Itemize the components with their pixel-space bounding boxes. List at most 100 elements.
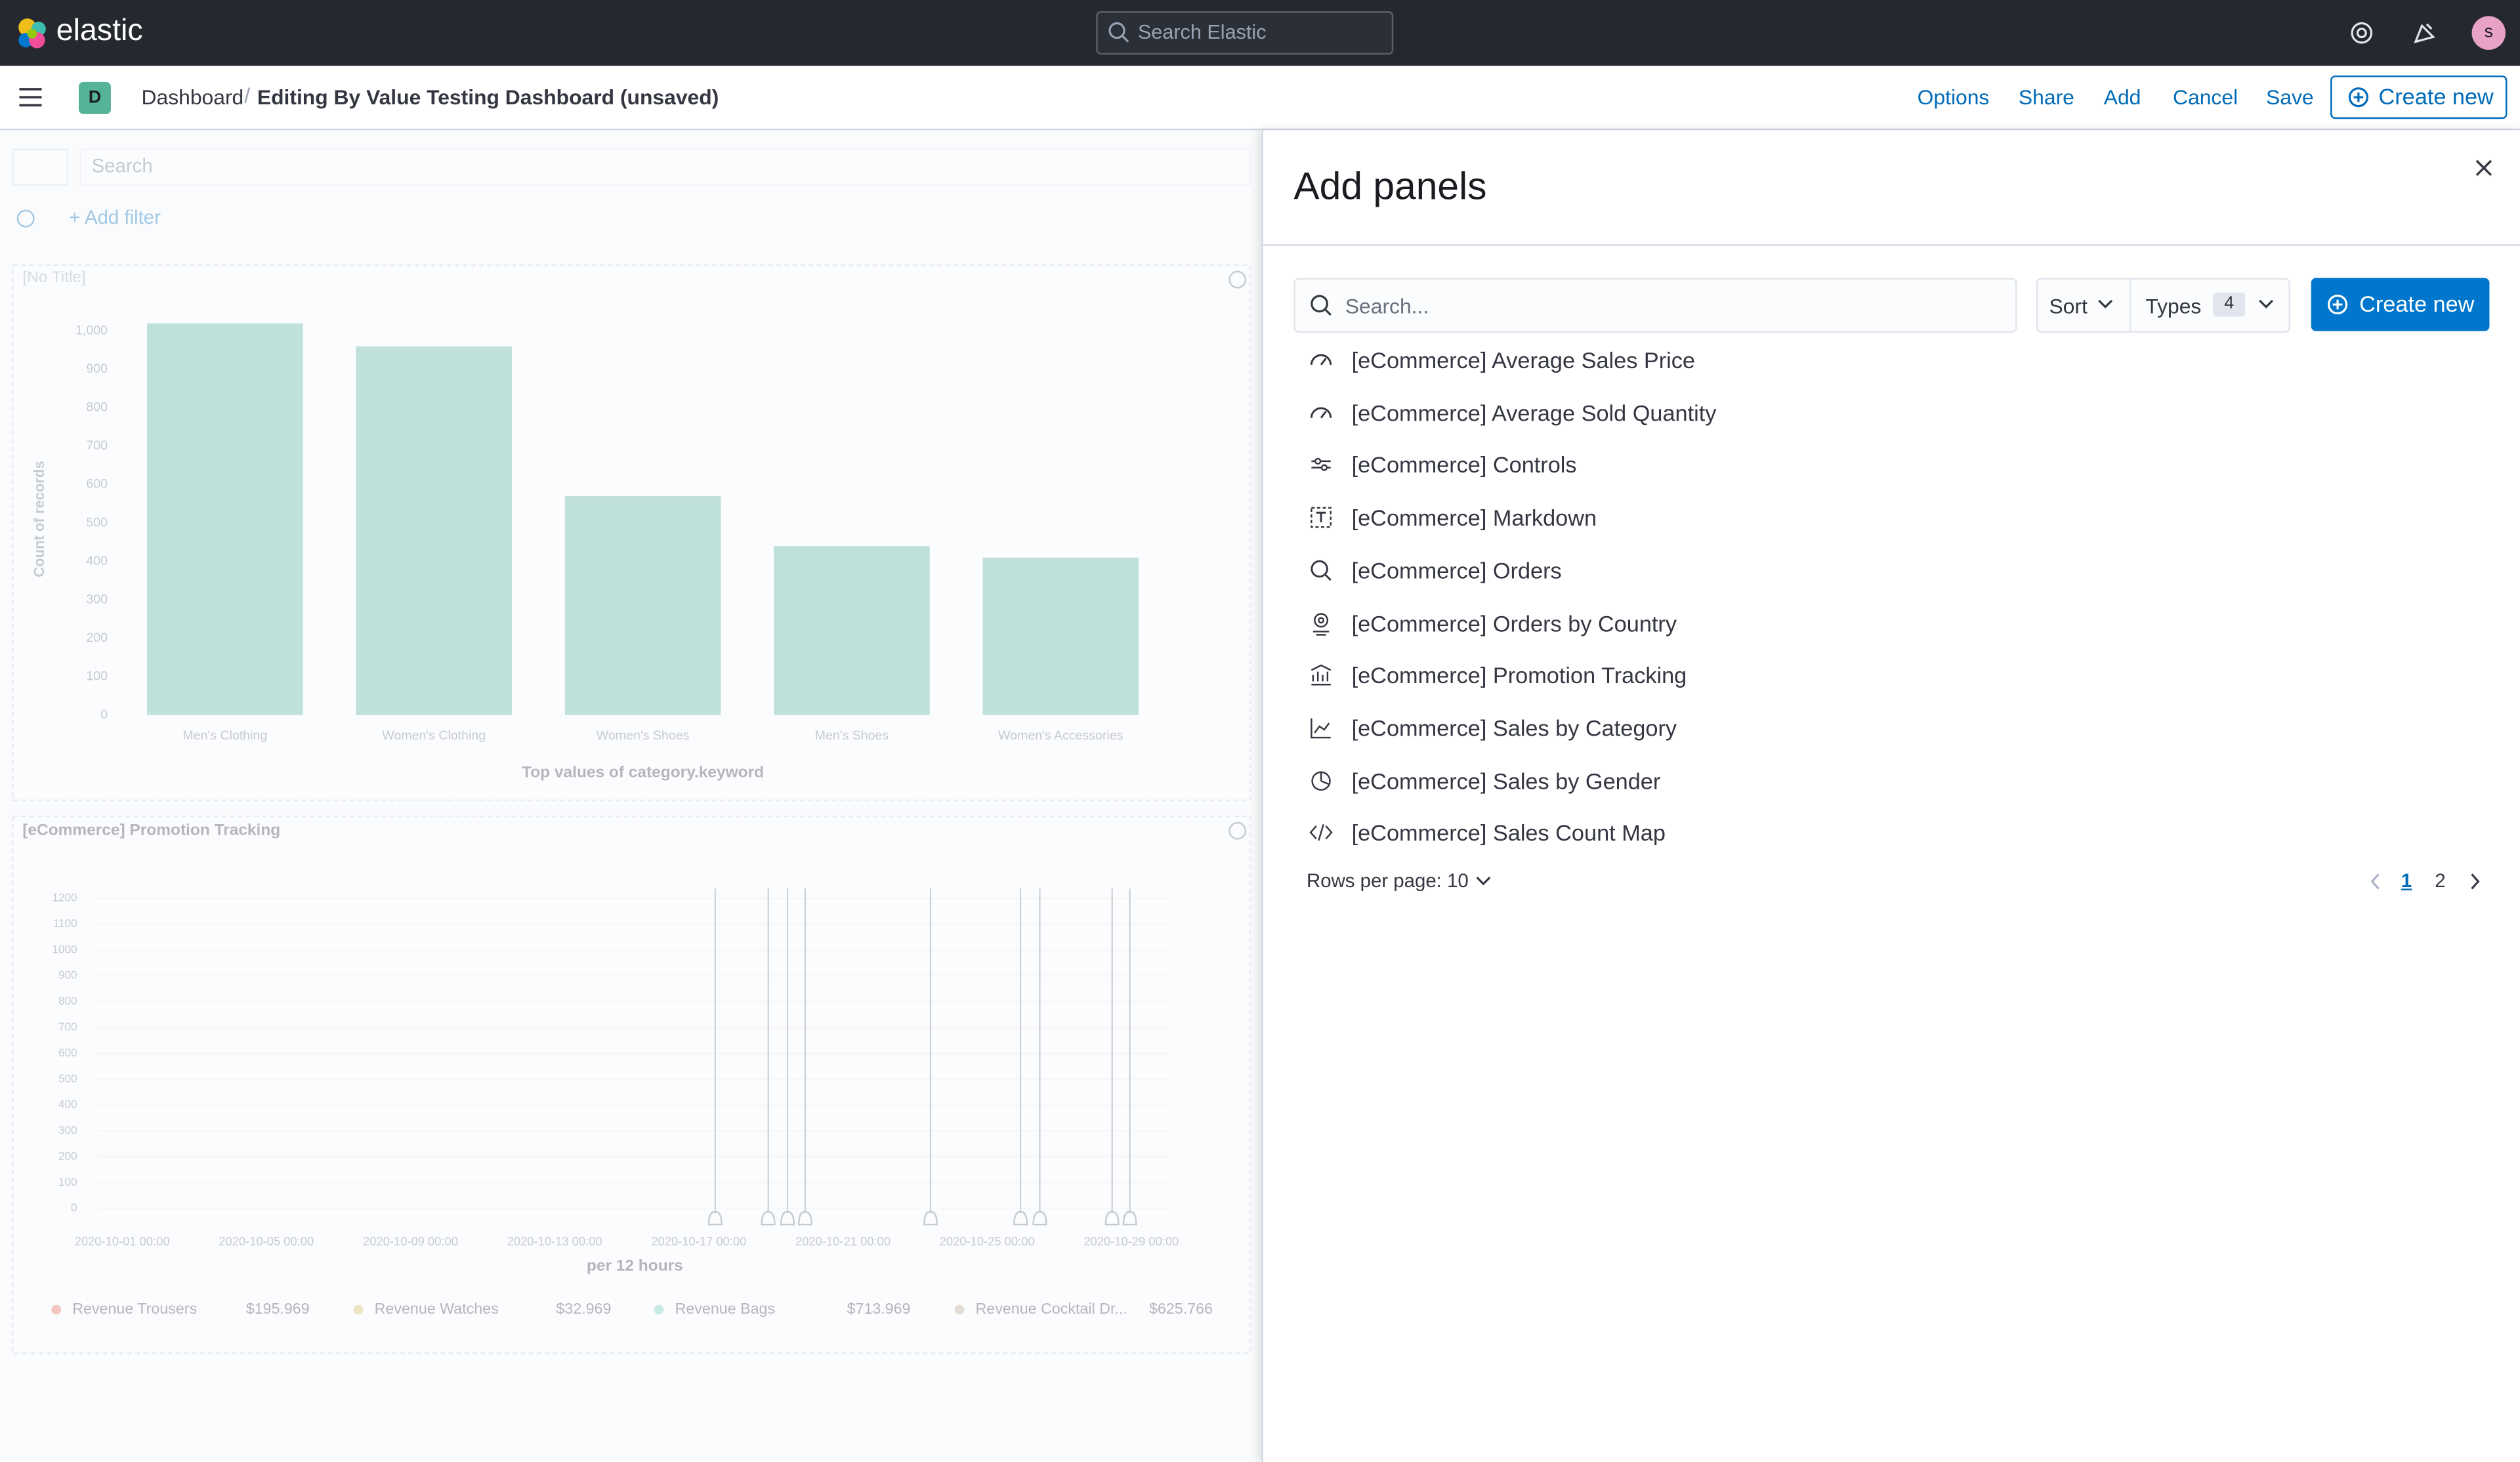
panel-title: [No Title]: [22, 268, 86, 286]
avatar[interactable]: s: [2471, 16, 2506, 50]
item-icon: [1311, 507, 1332, 528]
sort-button[interactable]: Sort: [2049, 294, 2088, 318]
page-link[interactable]: 1: [2401, 869, 2412, 892]
rows-per-page[interactable]: Rows per page: 10: [1307, 869, 1469, 892]
y-tick-label: 700: [58, 1020, 77, 1034]
query-placeholder: Search: [92, 155, 153, 177]
annotation-marker: [1013, 1211, 1028, 1226]
legend-value: $195.969: [246, 1300, 310, 1317]
chevron: [1476, 877, 1491, 886]
x-tick-label: 2020-10-13 00:00: [507, 1234, 602, 1248]
legend-swatch: [654, 1305, 664, 1315]
y-tick-label: 700: [86, 438, 108, 453]
panel-search[interactable]: Search...: [1293, 278, 2017, 333]
nav-bar: D Dashboard / Editing By Value Testing D…: [0, 66, 2520, 131]
space-badge[interactable]: D: [79, 81, 111, 114]
y-tick-label: 300: [86, 592, 108, 606]
item-label: [eCommerce] Controls: [1351, 452, 1577, 478]
dashboard: Search + Add filter [No Title] Count of …: [0, 130, 1260, 1461]
breadcrumb-current: Editing By Value Testing Dashboard (unsa…: [257, 85, 719, 110]
separator: [2129, 280, 2132, 331]
global-search[interactable]: Search Elastic: [1096, 11, 1394, 55]
x-axis-label: Top values of category.keyword: [522, 763, 764, 781]
y-tick-label: 800: [86, 400, 108, 415]
panel-list-item[interactable]: [eCommerce] Orders by Country: [1308, 598, 1677, 646]
y-tick-label: 500: [86, 515, 108, 530]
item-label: [eCommerce] Promotion Tracking: [1351, 662, 1687, 688]
next-page[interactable]: [2469, 873, 2482, 890]
y-tick-label: 400: [86, 554, 108, 568]
share-link[interactable]: Share: [2018, 85, 2074, 110]
breadcrumb-separator: /: [244, 83, 251, 108]
panel-list-item[interactable]: [eCommerce] Controls: [1308, 441, 1577, 489]
filter-group: Sort Types 4: [2036, 278, 2290, 333]
create-new-button[interactable]: Create new: [2311, 278, 2490, 331]
panel-list-item[interactable]: [eCommerce] Promotion Tracking: [1308, 651, 1687, 699]
bar: [982, 557, 1139, 715]
create-new-button[interactable]: Create new: [2330, 75, 2508, 119]
y-tick-label: 0: [71, 1201, 77, 1214]
y-tick-label: 600: [58, 1046, 77, 1059]
item-icon: [1312, 612, 1330, 635]
options-link[interactable]: Options: [1917, 85, 1990, 110]
legend-swatch: [954, 1305, 965, 1315]
item-icon: [1310, 354, 1332, 366]
panel-list-item[interactable]: [eCommerce] Sales Count Map: [1308, 809, 1666, 857]
add-link[interactable]: Add: [2103, 85, 2141, 110]
x-tick-label: 2020-10-05 00:00: [219, 1234, 314, 1248]
item-label: [eCommerce] Sales Count Map: [1351, 820, 1666, 846]
panel-settings[interactable]: [1228, 270, 1247, 289]
panel-list-item[interactable]: [eCommerce] Sales by Category: [1308, 703, 1677, 751]
cancel-link[interactable]: Cancel: [2173, 85, 2238, 110]
panel-settings[interactable]: [1228, 822, 1247, 840]
types-button[interactable]: Types: [2145, 294, 2202, 318]
panel-list-item[interactable]: [eCommerce] Orders: [1308, 546, 1562, 594]
panel-list-item[interactable]: [eCommerce] Average Sold Quantity: [1308, 388, 1716, 436]
x-axis-label: per 12 hours: [587, 1257, 683, 1274]
y-tick-label: 300: [58, 1123, 77, 1137]
menu-button[interactable]: [19, 87, 42, 108]
breadcrumb[interactable]: Dashboard: [141, 85, 244, 110]
y-tick-label: 900: [58, 969, 77, 982]
panel-title: [eCommerce] Promotion Tracking: [22, 822, 280, 839]
help-icon[interactable]: [2349, 21, 2374, 45]
x-tick-label: Women's Shoes: [597, 728, 690, 743]
y-tick-label: 1100: [53, 917, 77, 930]
item-icon: [1311, 770, 1331, 790]
y-tick-label: 100: [86, 669, 108, 683]
button-label: Create new: [2378, 83, 2494, 110]
plus-icon: [2348, 87, 2368, 108]
legend-label: Revenue Watches: [375, 1300, 499, 1317]
x-tick-label: 2020-10-01 00:00: [75, 1234, 170, 1248]
saved-query-button[interactable]: [12, 148, 69, 186]
x-tick-label: 2020-10-21 00:00: [795, 1234, 891, 1248]
y-tick-label: 0: [100, 707, 108, 722]
panel-list-item[interactable]: [eCommerce] Average Sales Price: [1308, 336, 1695, 384]
y-tick-label: 600: [86, 477, 108, 491]
prev-page[interactable]: [2369, 873, 2382, 890]
logo-text[interactable]: elastic: [56, 14, 143, 49]
news-icon[interactable]: [2412, 21, 2437, 45]
panel-list-item[interactable]: [eCommerce] Sales by Gender: [1308, 756, 1660, 804]
page-link[interactable]: 2: [2435, 869, 2446, 892]
add-filter[interactable]: + Add filter: [69, 207, 161, 228]
x-tick-label: 2020-10-17 00:00: [651, 1234, 746, 1248]
filter-icon: [16, 209, 35, 228]
panel-list-item[interactable]: [eCommerce] Markdown: [1308, 493, 1597, 541]
annotation-marker: [923, 1211, 938, 1226]
x-tick-label: 2020-10-09 00:00: [363, 1234, 458, 1248]
save-link[interactable]: Save: [2266, 85, 2314, 110]
query-input[interactable]: [79, 148, 1251, 186]
annotation-marker: [707, 1211, 723, 1226]
close-button[interactable]: [2475, 159, 2492, 177]
item-icon: [1311, 718, 1331, 739]
button-label: Create new: [2359, 291, 2475, 317]
annotation-marker: [1032, 1211, 1047, 1226]
legend-label: Revenue Bags: [675, 1300, 776, 1317]
y-tick-label: 200: [86, 631, 108, 645]
y-axis-label: Count of records: [31, 461, 47, 577]
legend-value: $625.766: [1149, 1300, 1213, 1317]
x-tick-label: Men's Clothing: [182, 728, 267, 743]
logo-icon[interactable]: [14, 16, 50, 51]
